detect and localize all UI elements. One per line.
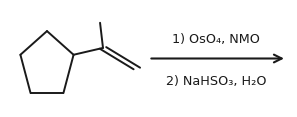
Text: 2) NaHSO₃, H₂O: 2) NaHSO₃, H₂O <box>166 75 266 88</box>
Text: 1) OsO₄, NMO: 1) OsO₄, NMO <box>172 33 260 46</box>
